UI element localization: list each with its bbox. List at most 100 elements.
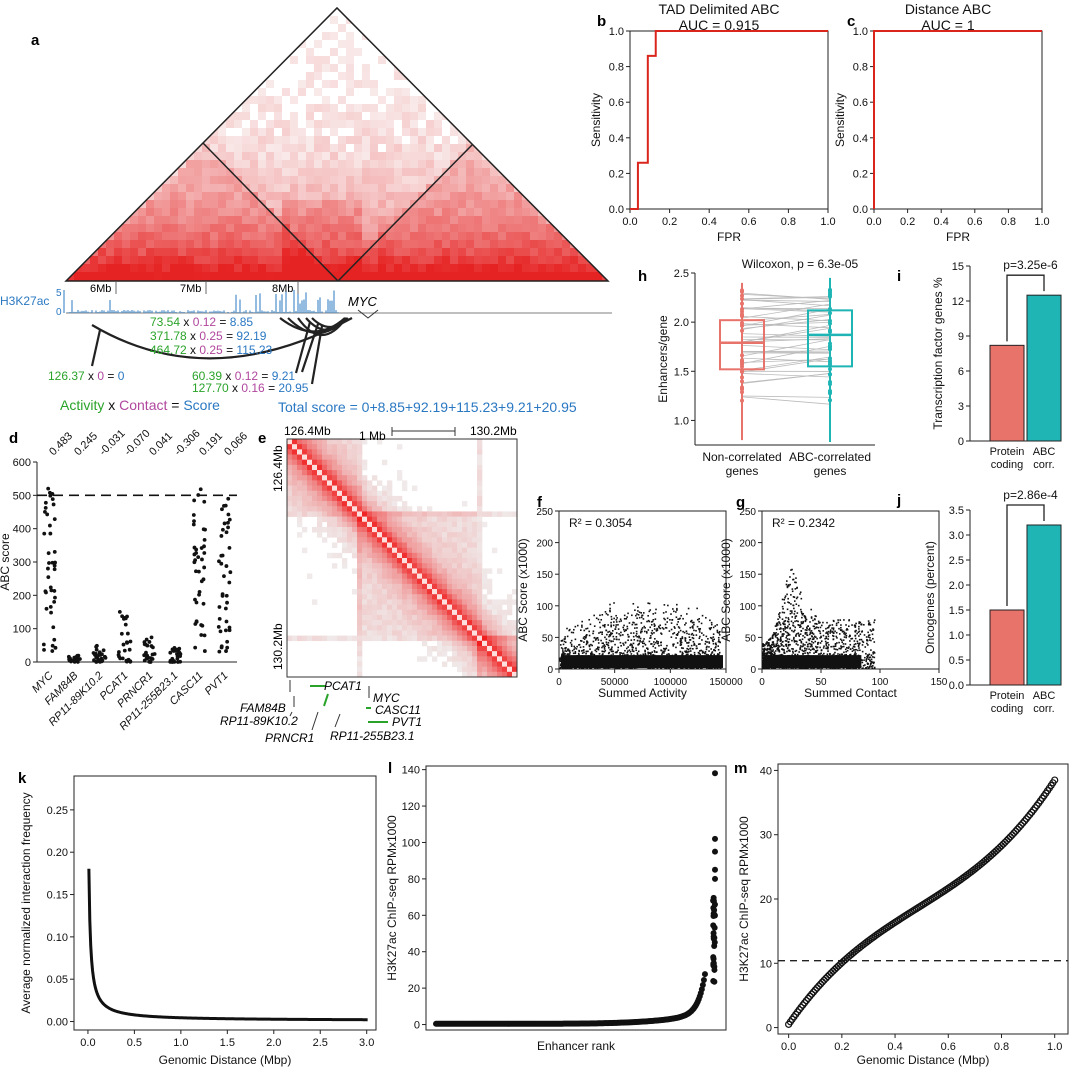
data-point: [576, 624, 579, 627]
hic-cell: [138, 272, 146, 280]
data-point: [625, 668, 627, 669]
hic-cell: [450, 272, 458, 280]
data-point: [645, 630, 648, 633]
hic-cell: [402, 152, 410, 160]
hic-cell: [347, 521, 353, 528]
hic-cell: [522, 168, 530, 176]
hic-cell: [327, 521, 333, 528]
hic-cell: [402, 506, 408, 512]
panel-label-l: l: [388, 760, 392, 777]
hic-cell: [114, 184, 122, 192]
hic-cell: [114, 232, 122, 240]
hic-cell: [442, 272, 450, 280]
hic-cell: [346, 72, 354, 80]
hic-cell: [322, 635, 328, 642]
hic-cell: [282, 248, 290, 256]
data-point: [652, 618, 655, 621]
pair-line: [741, 324, 831, 343]
hic-cell: [474, 88, 482, 96]
hic-cell: [367, 490, 373, 497]
data-point: [192, 498, 197, 503]
hic-cell: [458, 120, 466, 128]
hic-cell: [362, 568, 368, 574]
data-point: [654, 618, 657, 620]
hic-cell: [282, 192, 290, 200]
hic-cell: [410, 120, 418, 128]
hic-cell: [226, 96, 234, 104]
hic-cell: [467, 583, 473, 590]
hic-cell: [546, 80, 554, 88]
hic-cell: [372, 573, 378, 579]
hic-cell: [314, 56, 322, 64]
hic-cell: [402, 240, 410, 248]
track-min: 0: [56, 307, 62, 318]
diagonal-cell: [297, 449, 302, 455]
hic-cell: [98, 184, 106, 192]
hic-cell: [357, 614, 363, 621]
hic-cell: [530, 64, 538, 72]
hic-cell: [530, 232, 538, 240]
hic-cell: [497, 625, 503, 631]
hic-cell: [530, 240, 538, 248]
x-axis-label: Summed Activity: [598, 686, 687, 700]
data-point: [635, 634, 637, 637]
hic-cell: [287, 454, 293, 460]
hic-cell: [347, 547, 353, 554]
hic-cell: [482, 40, 490, 48]
hic-cell: [492, 604, 498, 611]
y-tick-label: 0.4: [609, 133, 624, 145]
hic-cell: [258, 112, 266, 120]
hic-cell: [250, 136, 258, 144]
hic-cell: [462, 671, 468, 677]
hic-cell: [258, 216, 266, 224]
hic-cell: [594, 216, 602, 224]
data-point: [591, 644, 593, 647]
data-point: [227, 545, 232, 550]
hic-cell: [427, 516, 433, 523]
data-point: [629, 667, 632, 669]
data-point: [717, 645, 719, 647]
hic-cell: [434, 152, 442, 160]
hic-cell: [432, 609, 438, 616]
data-point: [711, 652, 713, 654]
hic-cell: [242, 232, 250, 240]
hic-cell: [467, 661, 473, 667]
hic-cell: [386, 192, 394, 200]
hic-cell: [392, 589, 398, 595]
data-point: [673, 643, 675, 645]
data-point: [651, 651, 654, 653]
hic-cell: [512, 511, 517, 517]
hic-cell: [372, 475, 378, 481]
hic-cell: [307, 501, 313, 507]
hic-cell: [402, 128, 410, 136]
y-tick-label: 0.2: [609, 168, 624, 180]
hic-cell: [458, 200, 466, 208]
hic-cell: [352, 490, 358, 497]
hic-cell: [338, 40, 346, 48]
hic-cell: [466, 200, 474, 208]
hic-cell: [154, 112, 162, 120]
hic-cell: [362, 24, 370, 32]
hic-cell: [462, 563, 468, 569]
hic-cell: [422, 625, 428, 631]
data-point: [98, 659, 102, 664]
hic-cell: [74, 168, 82, 176]
hic-cell: [562, 240, 570, 248]
data-point: [623, 614, 626, 617]
data-point: [199, 633, 204, 637]
hic-cell: [357, 604, 363, 611]
hic-cell: [162, 144, 170, 152]
hic-cell: [370, 272, 378, 280]
hic-cell: [114, 88, 122, 96]
hic-cell: [387, 506, 393, 512]
data-point: [653, 641, 655, 643]
hic-cell: [312, 495, 318, 502]
data-point: [602, 668, 605, 669]
hic-cell: [266, 184, 274, 192]
hic-cell: [462, 526, 468, 533]
hic-cell: [397, 511, 403, 517]
hic-cell: [427, 609, 433, 616]
hic-cell: [372, 604, 378, 611]
data-point: [656, 668, 659, 669]
data-point: [632, 635, 635, 638]
